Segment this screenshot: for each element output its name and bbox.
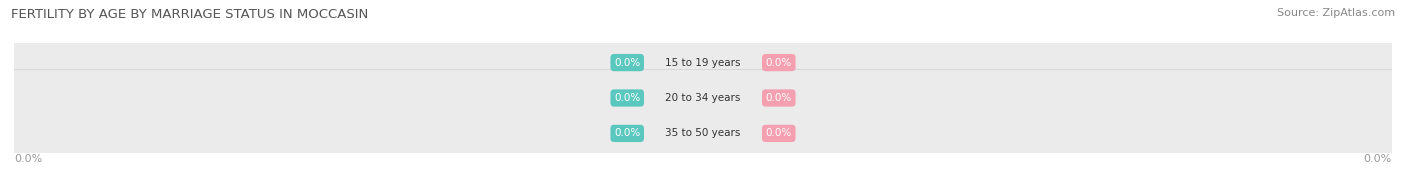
Text: 0.0%: 0.0% <box>614 93 640 103</box>
FancyBboxPatch shape <box>4 70 1402 196</box>
Text: 0.0%: 0.0% <box>766 58 792 68</box>
Text: 0.0%: 0.0% <box>1364 154 1392 164</box>
Text: Source: ZipAtlas.com: Source: ZipAtlas.com <box>1277 8 1395 18</box>
Text: 35 to 50 years: 35 to 50 years <box>665 128 741 138</box>
Text: 0.0%: 0.0% <box>14 154 42 164</box>
FancyBboxPatch shape <box>4 34 1402 162</box>
Text: 20 to 34 years: 20 to 34 years <box>665 93 741 103</box>
Text: FERTILITY BY AGE BY MARRIAGE STATUS IN MOCCASIN: FERTILITY BY AGE BY MARRIAGE STATUS IN M… <box>11 8 368 21</box>
Text: 0.0%: 0.0% <box>614 58 640 68</box>
Text: 0.0%: 0.0% <box>766 128 792 138</box>
Text: 0.0%: 0.0% <box>614 128 640 138</box>
Text: 0.0%: 0.0% <box>766 93 792 103</box>
FancyBboxPatch shape <box>4 0 1402 126</box>
Text: 15 to 19 years: 15 to 19 years <box>665 58 741 68</box>
